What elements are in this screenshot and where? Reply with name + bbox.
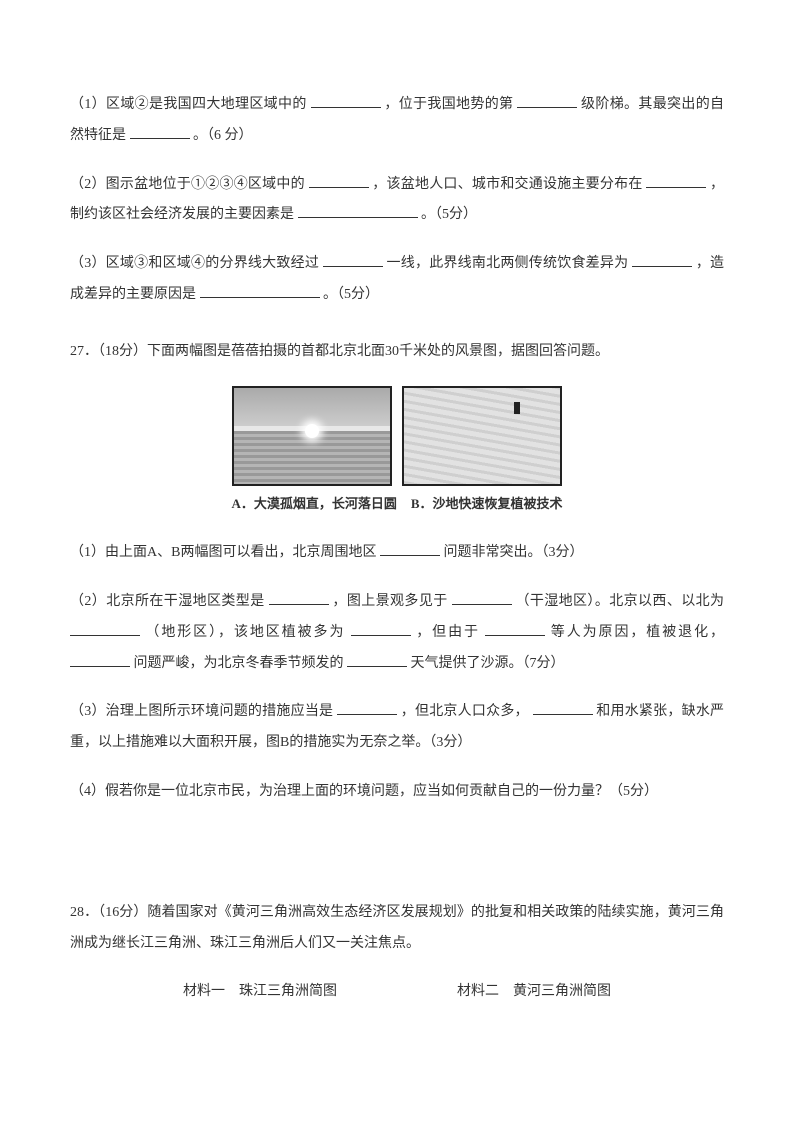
sky-shape — [234, 388, 390, 426]
text: ，但北京人口众多， — [401, 704, 529, 719]
material-2-label: 材料二 黄河三角洲简图 — [457, 977, 611, 1008]
q27-3: （3）治理上图所示环境问题的措施应当是 ，但北京人口众多， 和用水紧张，缺水严重… — [70, 697, 724, 759]
text: （干湿地区）。北京以西、以北为 — [515, 594, 724, 609]
q-prev-1: （1）区域②是我国四大地理区域中的 ，位于我国地势的第 级阶梯。其最突出的自然特… — [70, 90, 724, 152]
blank[interactable] — [351, 619, 411, 636]
q27-1: （1）由上面A、B两幅图可以看出，北京周围地区 问题非常突出。（3分） — [70, 538, 724, 569]
text: ，该盆地人口、城市和交通设施主要分布在 — [372, 177, 642, 192]
blank[interactable] — [347, 650, 407, 667]
blank[interactable] — [323, 250, 383, 267]
text: （3）治理上图所示环境问题的措施应当是 — [70, 704, 333, 719]
q27-4: （4）假若你是一位北京市民，为治理上面的环境问题，应当如何贡献自己的一份力量？（… — [70, 777, 724, 808]
blank[interactable] — [311, 91, 381, 108]
text: 。（5分） — [421, 207, 477, 222]
caption-a: A．大漠孤烟直，长河落日圆 — [231, 490, 396, 519]
text: ，但由于 — [416, 625, 480, 640]
blank[interactable] — [337, 699, 397, 716]
blank[interactable] — [200, 281, 320, 298]
text: （2）图示盆地位于①②③④区域中的 — [70, 177, 305, 192]
blank[interactable] — [517, 91, 577, 108]
blank[interactable] — [380, 539, 440, 556]
text: ，图上景观多见于 — [332, 594, 447, 609]
text: （1）区域②是我国四大地理区域中的 — [70, 97, 307, 112]
text: （3）区域③和区域④的分界线大致经过 — [70, 256, 319, 271]
q-prev-3: （3）区域③和区域④的分界线大致经过 一线，此界线南北两侧传统饮食差异为 ，造成… — [70, 249, 724, 311]
blank[interactable] — [309, 171, 369, 188]
blank[interactable] — [452, 588, 512, 605]
text: 问题严峻，为北京冬春季节频发的 — [134, 656, 344, 671]
text: （地形区），该地区植被多为 — [145, 625, 345, 640]
caption-b: B．沙地快速恢复植被技术 — [411, 490, 563, 519]
blank[interactable] — [70, 650, 130, 667]
q-prev-2: （2）图示盆地位于①②③④区域中的 ，该盆地人口、城市和交通设施主要分布在 ，制… — [70, 170, 724, 232]
person-icon — [514, 402, 520, 414]
figure-row — [70, 386, 724, 486]
text: （1）由上面A、B两幅图可以看出，北京周围地区 — [70, 545, 376, 560]
caption-row: A．大漠孤烟直，长河落日圆 B．沙地快速恢复植被技术 — [70, 490, 724, 519]
text: ，位于我国地势的第 — [384, 97, 513, 112]
blank[interactable] — [646, 171, 706, 188]
text: 。（6 分） — [193, 128, 253, 143]
figure-a — [232, 386, 392, 486]
text: 等人为原因，植被退化， — [551, 625, 724, 640]
blank[interactable] — [130, 122, 190, 139]
q27-intro: 27．（18分）下面两幅图是蓓蓓拍摄的首都北京北面30千米处的风景图，据图回答问… — [70, 337, 724, 368]
material-row: 材料一 珠江三角洲简图 材料二 黄河三角洲简图 — [70, 977, 724, 1008]
blank[interactable] — [298, 202, 418, 219]
text: 天气提供了沙源。（7分） — [411, 656, 565, 671]
text: （2）北京所在干湿地区类型是 — [70, 594, 265, 609]
blank[interactable] — [632, 250, 692, 267]
figure-b — [402, 386, 562, 486]
text: 问题非常突出。（3分） — [443, 545, 583, 560]
ground-shape — [234, 431, 390, 484]
blank[interactable] — [485, 619, 545, 636]
material-1-label: 材料一 珠江三角洲简图 — [183, 977, 337, 1008]
q27-2: （2）北京所在干湿地区类型是 ，图上景观多见于 （干湿地区）。北京以西、以北为 … — [70, 587, 724, 679]
blank[interactable] — [269, 588, 329, 605]
sun-icon — [305, 424, 319, 438]
q28-intro: 28．（16分）随着国家对《黄河三角洲高效生态经济区发展规划》的批复和相关政策的… — [70, 898, 724, 960]
text: 一线，此界线南北两侧传统饮食差异为 — [387, 256, 629, 271]
blank[interactable] — [533, 699, 593, 716]
text: 。（5分） — [323, 287, 379, 302]
blank[interactable] — [70, 619, 140, 636]
